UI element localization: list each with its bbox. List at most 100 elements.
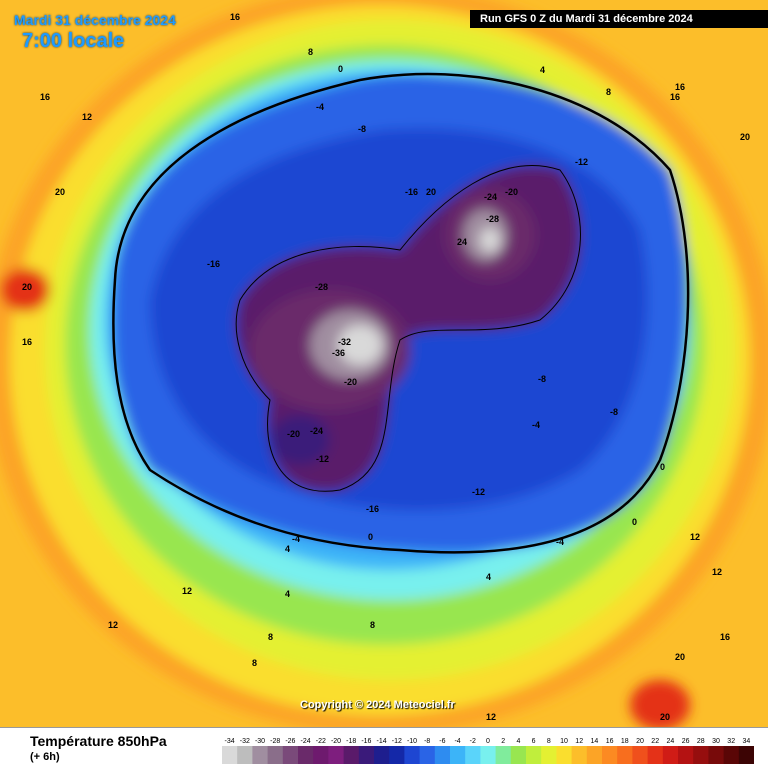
legend-tick: 22 xyxy=(651,738,659,745)
legend-swatch xyxy=(328,746,345,764)
legend-tick: -20 xyxy=(331,738,341,745)
map-label: -28 xyxy=(315,282,328,292)
map-label: 20 xyxy=(675,652,685,662)
legend-swatch xyxy=(282,746,299,764)
legend-tick: -6 xyxy=(439,738,445,745)
legend-swatch xyxy=(541,746,557,764)
temperature-map: 16 8 12 16 20 0 -4 -8 -12 -16 -20 -24 -2… xyxy=(0,0,768,727)
legend-swatch xyxy=(252,746,269,764)
map-label: 16 xyxy=(720,632,730,642)
legend-tick: 30 xyxy=(712,738,720,745)
legend-swatch xyxy=(647,746,664,764)
map-label: 20 xyxy=(740,132,750,142)
legend-tick: -26 xyxy=(285,738,295,745)
legend-tick: 10 xyxy=(560,738,568,745)
color-scale: -34 -32 -30 -28 -26 -24 -22 -20 -18 -16 -14 -12 -10-… xyxy=(222,738,754,764)
legend-swatch xyxy=(632,746,649,764)
map-label: 20 xyxy=(426,187,436,197)
map-label: -12 xyxy=(575,157,588,167)
legend-swatch xyxy=(298,746,314,764)
legend-tick: -4 xyxy=(454,738,460,745)
legend-tick: 20 xyxy=(636,738,644,745)
legend-swatch xyxy=(526,746,542,764)
map-label: 4 xyxy=(285,589,290,599)
legend-swatch xyxy=(693,746,709,764)
legend-swatch xyxy=(708,746,725,764)
legend-tick: -22 xyxy=(316,738,326,745)
map-label: 12 xyxy=(486,712,496,722)
legend-swatch xyxy=(556,746,573,764)
legend-swatch xyxy=(267,746,284,764)
map-label: 12 xyxy=(82,112,92,122)
legend-tick: 28 xyxy=(697,738,705,745)
legend-tick: -14 xyxy=(377,738,387,745)
legend-tick: 4 xyxy=(516,738,520,745)
legend-swatch xyxy=(738,746,754,764)
legend-tick: 34 xyxy=(743,738,751,745)
map-label: -20 xyxy=(287,429,300,439)
legend-tick: -30 xyxy=(255,738,265,745)
map-label: -28 xyxy=(486,214,499,224)
legend-tick: 32 xyxy=(727,738,735,745)
legend-tick: -18 xyxy=(346,738,356,745)
legend-tick: -32 xyxy=(240,738,250,745)
legend-swatch xyxy=(465,746,481,764)
time-label: 7:00 locale xyxy=(22,30,125,52)
legend-swatch xyxy=(723,746,740,764)
map-label: -12 xyxy=(316,454,329,464)
legend-tick: -34 xyxy=(225,738,235,745)
map-label: -4 xyxy=(292,534,300,544)
map-label: -20 xyxy=(505,187,518,197)
legend-panel: Température 850hPa (+ 6h) -34 -32 -30 -28 -2… xyxy=(0,727,768,769)
cold-isotherm xyxy=(235,165,581,492)
map-label: 0 xyxy=(338,64,343,74)
map-label: -32 xyxy=(338,337,351,347)
legend-swatch xyxy=(495,746,512,764)
map-label: -16 xyxy=(207,259,220,269)
legend-title: Température 850hPa xyxy=(30,733,167,749)
map-label: -4 xyxy=(556,537,564,547)
legend-swatch xyxy=(374,746,390,764)
legend-swatch xyxy=(571,746,588,764)
map-label: -4 xyxy=(316,102,324,112)
map-label: 4 xyxy=(540,65,545,75)
legend-tick: -16 xyxy=(361,738,371,745)
run-label: Run GFS 0 Z du Mardi 31 décembre 2024 xyxy=(470,10,768,28)
map-label: -12 xyxy=(472,487,485,497)
map-label: 8 xyxy=(606,87,611,97)
map-label: -36 xyxy=(332,348,345,358)
map-label: 12 xyxy=(182,586,192,596)
map-label: 8 xyxy=(370,620,375,630)
zero-isotherm xyxy=(112,72,690,554)
legend-tick: -2 xyxy=(470,738,476,745)
map-label: -20 xyxy=(344,377,357,387)
map-label: 20 xyxy=(22,282,32,292)
map-label: 0 xyxy=(660,462,665,472)
legend-tick: -10 xyxy=(407,738,417,745)
legend-swatch xyxy=(480,746,497,764)
legend-swatch xyxy=(662,746,679,764)
legend-tick: 2 xyxy=(501,738,505,745)
legend-swatch xyxy=(358,746,375,764)
legend-tick: 8 xyxy=(547,738,551,745)
map-label: -24 xyxy=(310,426,323,436)
map-label: 4 xyxy=(285,544,290,554)
legend-swatch xyxy=(510,746,527,764)
isotherm-labels: 16 8 12 16 20 0 -4 -8 -12 -16 -20 -24 -2… xyxy=(22,12,750,722)
map-label: 8 xyxy=(308,47,313,57)
map-label: 8 xyxy=(252,658,257,668)
legend-swatch xyxy=(434,746,451,764)
legend-swatch xyxy=(313,746,329,764)
map-label: 12 xyxy=(712,567,722,577)
legend-tick: 6 xyxy=(532,738,536,745)
map-label: 12 xyxy=(690,532,700,542)
copyright-label: Copyright © 2024 Meteociel.fr xyxy=(300,699,455,711)
map-label: -4 xyxy=(532,420,540,430)
legend-swatch xyxy=(404,746,421,764)
legend-swatch xyxy=(617,746,633,764)
legend-swatch xyxy=(586,746,603,764)
map-label: -8 xyxy=(358,124,366,134)
temperature-field xyxy=(0,0,768,727)
legend-tick: 14 xyxy=(591,738,599,745)
legend-tick: -8 xyxy=(424,738,430,745)
